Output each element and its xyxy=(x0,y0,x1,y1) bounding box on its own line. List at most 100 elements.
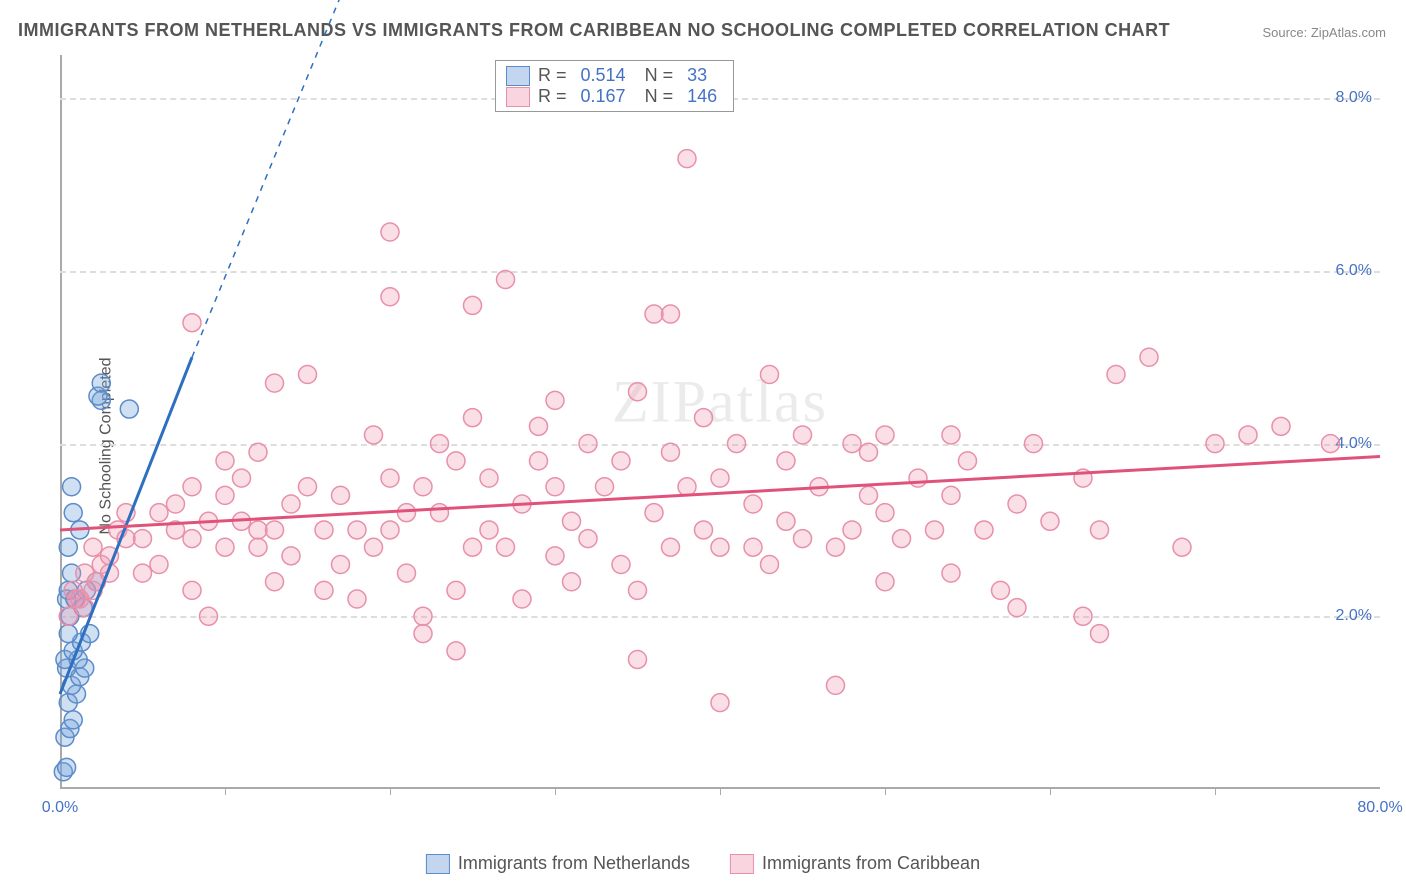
legend-label-caribbean: Immigrants from Caribbean xyxy=(762,853,980,874)
scatter-point-caribbean xyxy=(794,426,812,444)
scatter-point-caribbean xyxy=(183,478,201,496)
swatch-netherlands-icon xyxy=(426,854,450,874)
n-label: N = xyxy=(640,65,674,86)
scatter-point-caribbean xyxy=(860,443,878,461)
scatter-point-caribbean xyxy=(332,486,350,504)
scatter-point-caribbean xyxy=(530,452,548,470)
scatter-point-caribbean xyxy=(348,590,366,608)
scatter-point-caribbean xyxy=(216,538,234,556)
scatter-point-caribbean xyxy=(596,478,614,496)
scatter-point-netherlands xyxy=(120,400,138,418)
x-tick-label: 80.0% xyxy=(1357,799,1402,817)
scatter-point-caribbean xyxy=(282,495,300,513)
scatter-point-netherlands xyxy=(63,478,81,496)
scatter-point-caribbean xyxy=(464,409,482,427)
scatter-point-caribbean xyxy=(249,443,267,461)
scatter-point-caribbean xyxy=(579,530,597,548)
scatter-point-caribbean xyxy=(546,478,564,496)
scatter-point-caribbean xyxy=(447,452,465,470)
scatter-point-caribbean xyxy=(1091,625,1109,643)
scatter-point-caribbean xyxy=(497,271,515,289)
scatter-point-caribbean xyxy=(711,694,729,712)
plot-area: ZIPatlas R = 0.514 N = 33 R = 0.167 N = … xyxy=(60,55,1380,825)
scatter-point-caribbean xyxy=(365,538,383,556)
scatter-point-caribbean xyxy=(579,435,597,453)
scatter-point-caribbean xyxy=(728,435,746,453)
stats-row-netherlands: R = 0.514 N = 33 xyxy=(506,65,723,86)
scatter-point-caribbean xyxy=(266,573,284,591)
scatter-point-caribbean xyxy=(530,417,548,435)
legend-label-netherlands: Immigrants from Netherlands xyxy=(458,853,690,874)
scatter-point-caribbean xyxy=(992,581,1010,599)
bottom-legend: Immigrants from Netherlands Immigrants f… xyxy=(426,853,980,874)
r-value-netherlands: 0.514 xyxy=(575,65,632,86)
scatter-point-caribbean xyxy=(629,650,647,668)
legend-item-netherlands: Immigrants from Netherlands xyxy=(426,853,690,874)
scatter-point-netherlands xyxy=(59,538,77,556)
scatter-svg xyxy=(60,55,1380,789)
scatter-point-caribbean xyxy=(794,530,812,548)
scatter-point-netherlands xyxy=(64,711,82,729)
scatter-point-caribbean xyxy=(299,366,317,384)
scatter-point-caribbean xyxy=(1239,426,1257,444)
trend-line-caribbean xyxy=(60,457,1380,530)
scatter-point-caribbean xyxy=(629,581,647,599)
scatter-point-netherlands xyxy=(58,758,76,776)
scatter-point-caribbean xyxy=(942,564,960,582)
scatter-point-caribbean xyxy=(431,504,449,522)
legend-item-caribbean: Immigrants from Caribbean xyxy=(730,853,980,874)
scatter-point-caribbean xyxy=(893,530,911,548)
scatter-point-caribbean xyxy=(860,486,878,504)
scatter-point-caribbean xyxy=(464,296,482,314)
scatter-point-caribbean xyxy=(150,555,168,573)
scatter-point-caribbean xyxy=(612,452,630,470)
scatter-point-netherlands xyxy=(64,504,82,522)
scatter-point-caribbean xyxy=(1008,495,1026,513)
scatter-point-caribbean xyxy=(266,521,284,539)
scatter-point-caribbean xyxy=(876,573,894,591)
scatter-point-caribbean xyxy=(348,521,366,539)
scatter-point-caribbean xyxy=(398,564,416,582)
scatter-point-caribbean xyxy=(381,469,399,487)
scatter-point-caribbean xyxy=(909,469,927,487)
scatter-point-caribbean xyxy=(249,538,267,556)
source-label: Source: ZipAtlas.com xyxy=(1262,25,1386,40)
r-value-caribbean: 0.167 xyxy=(575,86,632,107)
scatter-point-caribbean xyxy=(381,288,399,306)
scatter-point-caribbean xyxy=(480,469,498,487)
chart-title: IMMIGRANTS FROM NETHERLANDS VS IMMIGRANT… xyxy=(18,20,1170,41)
scatter-point-caribbean xyxy=(216,486,234,504)
scatter-point-caribbean xyxy=(315,581,333,599)
scatter-point-caribbean xyxy=(1074,607,1092,625)
scatter-point-caribbean xyxy=(447,642,465,660)
scatter-point-caribbean xyxy=(414,625,432,643)
scatter-point-caribbean xyxy=(662,305,680,323)
scatter-point-caribbean xyxy=(1041,512,1059,530)
scatter-point-caribbean xyxy=(1008,599,1026,617)
scatter-point-caribbean xyxy=(414,607,432,625)
scatter-point-caribbean xyxy=(744,495,762,513)
scatter-point-caribbean xyxy=(167,495,185,513)
scatter-point-caribbean xyxy=(843,435,861,453)
scatter-point-caribbean xyxy=(695,521,713,539)
scatter-point-caribbean xyxy=(1091,521,1109,539)
scatter-point-caribbean xyxy=(381,521,399,539)
scatter-point-caribbean xyxy=(876,504,894,522)
scatter-point-caribbean xyxy=(546,391,564,409)
scatter-point-caribbean xyxy=(150,504,168,522)
scatter-point-caribbean xyxy=(777,452,795,470)
scatter-point-caribbean xyxy=(563,512,581,530)
scatter-point-caribbean xyxy=(777,512,795,530)
scatter-point-caribbean xyxy=(332,555,350,573)
scatter-point-caribbean xyxy=(233,469,251,487)
scatter-point-caribbean xyxy=(1206,435,1224,453)
scatter-point-caribbean xyxy=(1140,348,1158,366)
scatter-point-caribbean xyxy=(942,486,960,504)
scatter-point-caribbean xyxy=(200,607,218,625)
n-label: N = xyxy=(640,86,674,107)
scatter-point-caribbean xyxy=(645,504,663,522)
scatter-point-caribbean xyxy=(612,555,630,573)
scatter-point-caribbean xyxy=(513,590,531,608)
scatter-point-caribbean xyxy=(926,521,944,539)
scatter-point-caribbean xyxy=(744,538,762,556)
